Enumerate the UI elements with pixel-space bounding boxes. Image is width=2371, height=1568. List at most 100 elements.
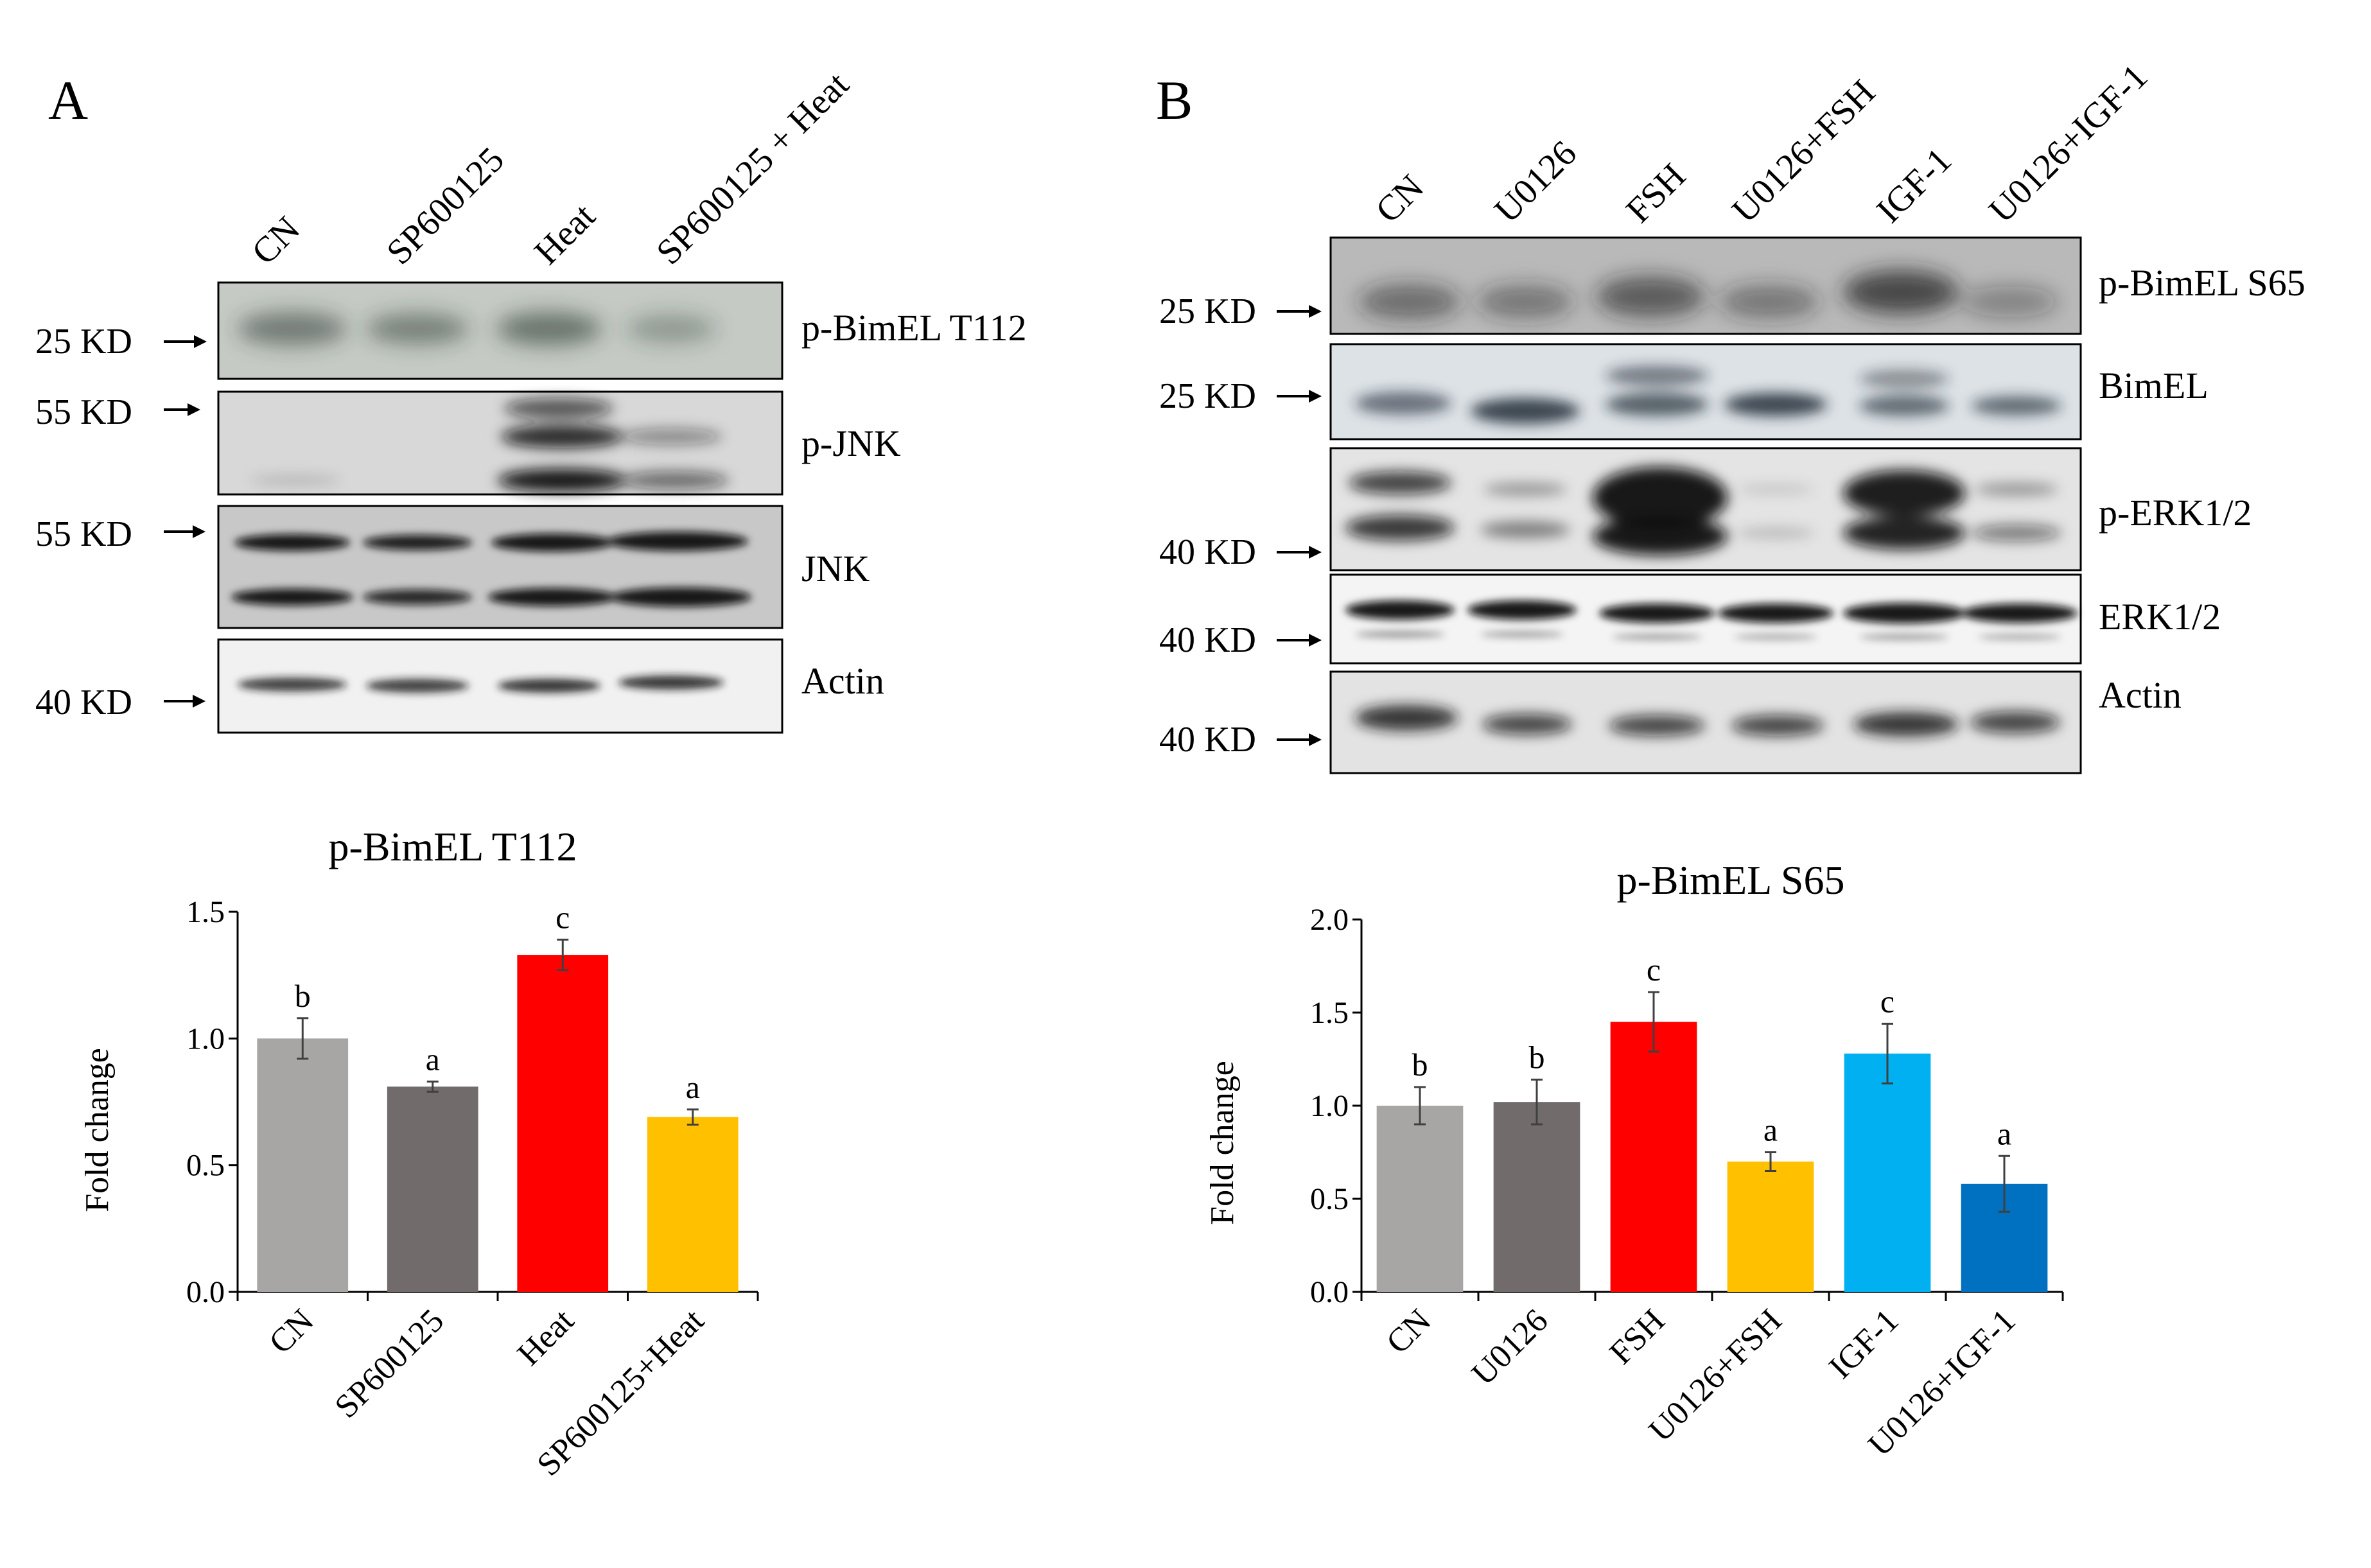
svg-text:40 KD: 40 KD [1159, 620, 1256, 660]
y-tick-label: 0.0 [186, 1275, 225, 1309]
protein-label-actin-b: Actin [2099, 674, 2182, 716]
kd-marker-a-4: 40 KD [35, 683, 206, 722]
kd-marker-b-3: 40 KD [1159, 532, 1322, 572]
category-label: Heat [511, 1302, 581, 1373]
blot-frame [1329, 343, 2082, 440]
category-label: FSH [1603, 1302, 1672, 1372]
y-tick-label: 1.0 [186, 1022, 225, 1056]
panel-b-lane-labels: CN U0126 FSH U0126+FSH IGF-1 U0126+IGF-1 [1368, 57, 2155, 231]
chart-a-plot: 0.00.51.01.5bCNaSP600125cHeataSP600125+H… [186, 895, 759, 1483]
lane-label-u0126-fsh: U0126+FSH [1724, 73, 1883, 231]
panel-b: B CN U0126 FSH U0126+FSH IGF-1 U0126+IGF… [1156, 57, 2305, 1463]
lane-label-sp600125-heat: SP600125 + Heat [649, 64, 857, 272]
significance-label: c [556, 899, 570, 935]
blot-a-p-bimel-t112 [217, 281, 783, 380]
y-tick-label: 0.5 [1310, 1182, 1349, 1216]
kd-marker-b-1: 25 KD [1159, 292, 1322, 331]
significance-label: b [1412, 1047, 1428, 1083]
significance-label: c [1647, 952, 1661, 988]
blot-frame [217, 505, 783, 629]
blot-b-bimel [1329, 343, 2082, 440]
svg-text:25 KD: 25 KD [1159, 292, 1256, 331]
lane-label-sp600125: SP600125 [379, 140, 512, 273]
protein-label-p-bimel-s65: p-BimEL S65 [2099, 262, 2305, 304]
significance-label: a [1763, 1112, 1778, 1148]
y-tick-label: 1.5 [186, 895, 225, 929]
chart-a-title: p-BimEL T112 [329, 824, 577, 869]
protein-label-p-erk: p-ERK1/2 [2099, 492, 2252, 534]
blot-b-p-erk [1329, 447, 2082, 571]
y-tick-label: 1.0 [1310, 1089, 1349, 1123]
significance-label: a [1997, 1115, 2011, 1151]
y-tick-label: 1.5 [1310, 996, 1349, 1030]
svg-text:55 KD: 55 KD [35, 514, 132, 554]
y-tick-label: 2.0 [1310, 903, 1349, 937]
bar [1493, 1102, 1580, 1292]
bar [1844, 1053, 1931, 1292]
protein-label-bimel: BimEL [2099, 365, 2209, 406]
chart-b-plot: 0.00.51.01.52.0bCNbU0126cFSHaU0126+FSHcI… [1310, 903, 2064, 1463]
significance-label: b [1529, 1039, 1545, 1075]
blot-b-erk [1329, 573, 2082, 665]
lane-label-fsh: FSH [1618, 156, 1693, 231]
protein-label-p-bimel-t112: p-BimEL T112 [801, 307, 1027, 349]
svg-text:25 KD: 25 KD [35, 322, 132, 362]
svg-text:55 KD: 55 KD [35, 392, 132, 432]
bar [647, 1117, 739, 1292]
blot-b-p-bimel-s65 [1329, 236, 2082, 335]
significance-label: a [686, 1069, 700, 1105]
bar [257, 1038, 349, 1292]
panel-a: A CN SP600125 Heat SP600125 + Heat [35, 64, 1027, 1483]
chart-a: p-BimEL T112 Fold change 0.0 0.5 1.0 1.5 b CN… [79, 824, 759, 1483]
svg-text:25 KD: 25 KD [1159, 376, 1256, 416]
blot-a-jnk [217, 505, 783, 629]
protein-label-erk: ERK1/2 [2099, 596, 2221, 638]
chart-b-title: p-BimEL S65 [1617, 857, 1845, 903]
lane-label-cn: CN [244, 209, 308, 272]
bar [1376, 1106, 1464, 1292]
blot-b-actin [1329, 670, 2082, 774]
svg-text:40 KD: 40 KD [1159, 532, 1256, 572]
kd-marker-a-2: 55 KD [35, 392, 200, 432]
protein-label-p-jnk: p-JNK [801, 422, 901, 464]
significance-label: a [426, 1041, 440, 1077]
lane-label-u0126: U0126 [1487, 134, 1584, 231]
chart-a-ylabel: Fold change [79, 1048, 116, 1212]
blot-a-actin [217, 638, 783, 734]
kd-marker-b-4: 40 KD [1159, 620, 1322, 660]
lane-label-u0126-igf-1: U0126+IGF-1 [1981, 57, 2155, 231]
significance-label: c [1880, 983, 1894, 1019]
lane-label-cn-b: CN [1368, 167, 1431, 231]
panel-a-letter: A [48, 69, 88, 131]
category-label: U0126 [1465, 1302, 1555, 1392]
y-tick-label: 0.0 [1310, 1275, 1349, 1309]
lane-label-igf-1: IGF-1 [1869, 141, 1959, 231]
protein-label-actin-a: Actin [801, 660, 884, 702]
category-label: CN [1379, 1302, 1438, 1361]
lane-label-heat: Heat [527, 196, 603, 272]
svg-text:40 KD: 40 KD [1159, 720, 1256, 760]
kd-marker-b-5: 40 KD [1159, 720, 1322, 760]
category-label: IGF-1 [1822, 1302, 1905, 1386]
blot-frame [1329, 236, 2082, 335]
chart-b: p-BimEL S65 Fold change 0.0 0.5 1.0 1.5 2.0 b… [1204, 857, 2064, 1463]
chart-b-ylabel: Fold change [1204, 1061, 1241, 1225]
bar [1610, 1022, 1697, 1292]
category-label: CN [262, 1302, 320, 1361]
svg-text:40 KD: 40 KD [35, 683, 132, 722]
panel-b-letter: B [1156, 69, 1193, 131]
significance-label: b [295, 978, 311, 1014]
blot-a-p-jnk [217, 390, 783, 496]
bar [517, 955, 609, 1292]
y-tick-label: 0.5 [186, 1149, 225, 1183]
bar [387, 1086, 478, 1292]
protein-label-jnk: JNK [801, 548, 870, 589]
category-label: SP600125 [328, 1302, 451, 1425]
bar [1727, 1162, 1814, 1292]
kd-marker-b-2: 25 KD [1159, 376, 1322, 416]
panel-a-lane-labels: CN SP600125 Heat SP600125 + Heat [244, 64, 857, 272]
kd-marker-a-3: 55 KD [35, 514, 206, 554]
kd-marker-a-1: 25 KD [35, 322, 207, 362]
blot-frame [1329, 573, 2082, 665]
